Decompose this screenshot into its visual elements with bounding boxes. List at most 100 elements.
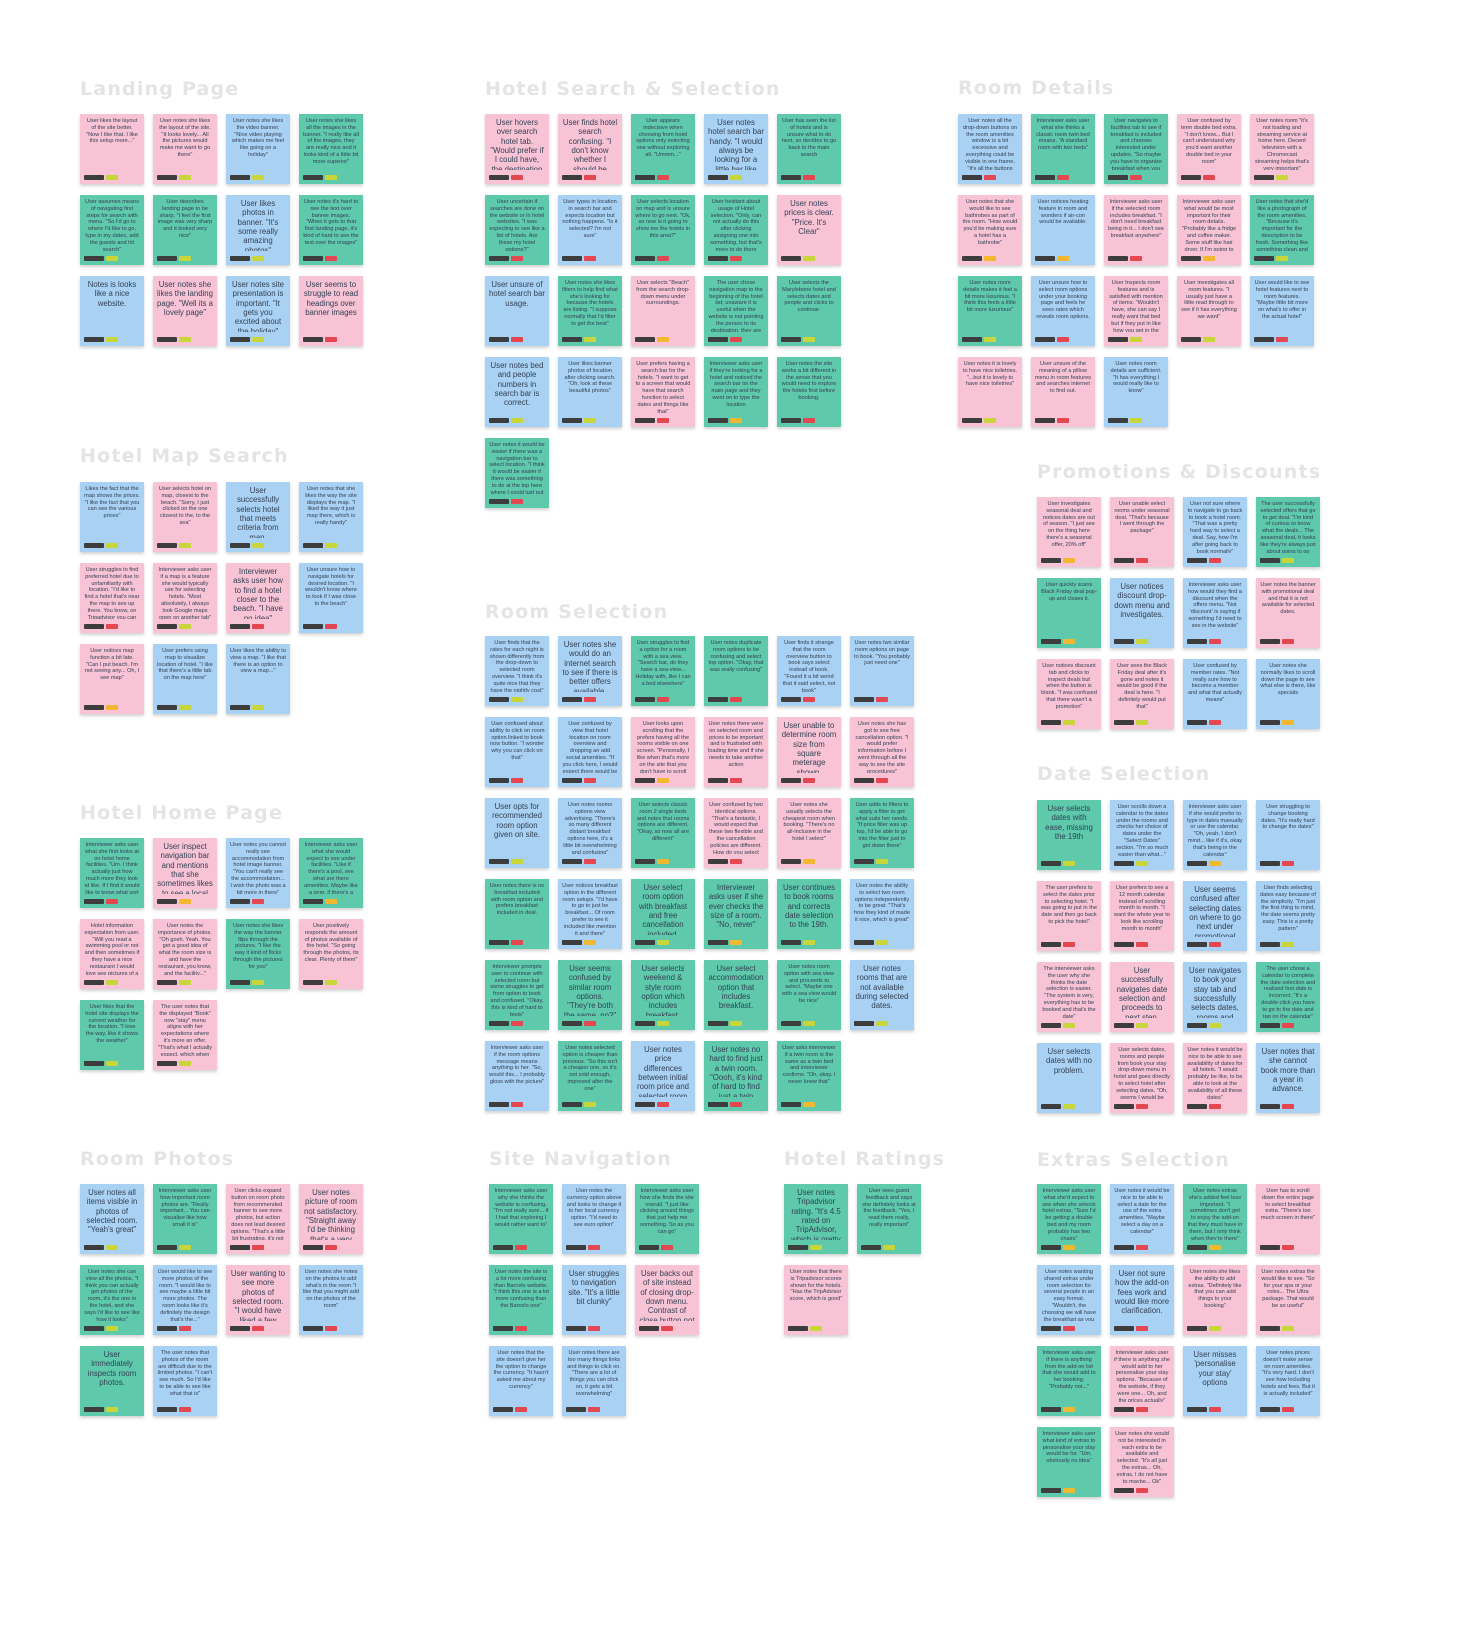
sticky-note[interactable]: The user chose a calendar to complete th… [1256, 962, 1320, 1032]
sticky-note[interactable]: User select room option with breakfast a… [631, 879, 695, 949]
sticky-note[interactable]: User selects dates with ease, missing th… [1037, 800, 1101, 870]
sticky-note[interactable]: User selects location on map and is unsu… [631, 195, 695, 265]
sticky-note[interactable]: User scrolls down a calendar to the date… [1110, 800, 1174, 870]
sticky-note[interactable]: User confused about ability to click on … [485, 717, 549, 787]
sticky-note[interactable]: User notes extras the would like to see.… [1256, 1265, 1320, 1335]
sticky-note[interactable]: User seems to struggle to read headings … [299, 276, 363, 346]
sticky-note[interactable]: User has seen the list of hotels and is … [777, 114, 841, 184]
sticky-note[interactable]: User uncertain if searches are done on t… [485, 195, 549, 265]
sticky-note[interactable]: Interviewer asks user what she first loo… [80, 838, 144, 908]
sticky-note[interactable]: User inspect navigation bar and mentions… [153, 838, 217, 908]
sticky-note[interactable]: User sees the Black Friday deal after it… [1110, 659, 1174, 729]
sticky-note[interactable]: Interviewer asks user if there is anythi… [1110, 1346, 1174, 1416]
sticky-note[interactable]: The user notes that the displayed "Book"… [153, 1000, 217, 1070]
sticky-note[interactable]: User finds that the rates for each night… [485, 636, 549, 706]
sticky-note[interactable]: User notes site presentation is importan… [226, 276, 290, 346]
sticky-note[interactable]: User notes that she'd like a photograph … [1250, 195, 1314, 265]
sticky-note[interactable]: User notes the site is a lot more confus… [489, 1265, 553, 1335]
sticky-note[interactable]: User notes duplicate room options to be … [704, 636, 768, 706]
sticky-note[interactable]: The user notes that photos of the room a… [153, 1346, 217, 1416]
sticky-note[interactable]: User notes all the drop-down buttons on … [958, 114, 1022, 184]
sticky-note[interactable]: User immediately inspects room photos. [80, 1346, 144, 1416]
sticky-note[interactable]: User notes she would do an internet sear… [558, 636, 622, 706]
sticky-note[interactable]: User notes she likes the ability to add … [1183, 1265, 1247, 1335]
sticky-note[interactable]: User types in location in search bar and… [558, 195, 622, 265]
sticky-note[interactable]: User notes she likes the landing page. "… [153, 276, 217, 346]
sticky-note[interactable]: User notes it would be easier if there w… [485, 438, 549, 508]
sticky-note[interactable]: User notes it would be nice to be able t… [1110, 1184, 1174, 1254]
sticky-note[interactable]: User selects weekend & style room option… [631, 960, 695, 1030]
sticky-note[interactable]: User struggling to change booking dates.… [1256, 800, 1320, 870]
sticky-note[interactable]: User notes room details are sufficient. … [1104, 357, 1168, 427]
sticky-note[interactable]: User notes the importance of photos. "Oh… [153, 919, 217, 989]
sticky-note[interactable]: Interviewer asks user what she would exp… [299, 838, 363, 908]
sticky-note[interactable]: User likes the layout of the site better… [80, 114, 144, 184]
sticky-note[interactable]: User notes rooms options view advertisin… [558, 798, 622, 868]
sticky-note[interactable]: User finds hotel search confusing. "I do… [558, 114, 622, 184]
sticky-note[interactable]: User notes room "it's not loading and st… [1250, 114, 1314, 184]
sticky-note[interactable]: User struggles to find a option for a ro… [631, 636, 695, 706]
sticky-note[interactable]: User struggles to find preferred hotel d… [80, 563, 144, 633]
sticky-note[interactable]: User navigates to book your stay tab and… [1183, 962, 1247, 1032]
sticky-note[interactable]: User notes that she likes the way the si… [299, 482, 363, 552]
sticky-note[interactable]: User clicks expand button on room photo … [226, 1184, 290, 1254]
sticky-note[interactable]: User notes there is no breakfast include… [485, 879, 549, 949]
sticky-note[interactable]: User notes she usually selects the cheap… [777, 798, 841, 868]
sticky-note[interactable]: Interviewer asks user what kind of extra… [1037, 1427, 1101, 1497]
sticky-note[interactable]: User finds it strange that the room over… [777, 636, 841, 706]
sticky-note[interactable]: User unsure of the meaning of a pillow m… [1031, 357, 1095, 427]
sticky-note[interactable]: User notes two similar room options on p… [850, 636, 914, 706]
sticky-note[interactable]: Interviewer asks user if the room option… [485, 1041, 549, 1111]
sticky-note[interactable]: User investigates all room features. "I … [1177, 276, 1241, 346]
sticky-note[interactable]: User unable select rooms under seasonal … [1110, 497, 1174, 567]
sticky-note[interactable]: User confused by view that hotel locatio… [558, 717, 622, 787]
sticky-note[interactable]: User successfully navigates date selecti… [1110, 962, 1174, 1032]
sticky-note[interactable]: User likes photos in banner. "It's some … [226, 195, 290, 265]
sticky-note[interactable]: Interviewer asks user how to find a hote… [226, 563, 290, 633]
sticky-note[interactable]: User notes she normally likes to scroll … [1256, 659, 1320, 729]
sticky-note[interactable]: User notices discount drop-down menu and… [1110, 578, 1174, 648]
sticky-note[interactable]: User likes the ability to view a map. "I… [226, 644, 290, 714]
sticky-note[interactable]: User opts for recommended room option gi… [485, 798, 549, 868]
sticky-note[interactable]: User appears indecisive when choosing fr… [631, 114, 695, 184]
sticky-note[interactable]: User notes hotel search bar handy. "I wo… [704, 114, 768, 184]
sticky-note[interactable]: User unsure of hotel search bar usage. [485, 276, 549, 346]
sticky-note[interactable]: Interviewer asks user what she'd expect … [1037, 1184, 1101, 1254]
sticky-note[interactable]: User notes prices is clear. "Price. It's… [777, 195, 841, 265]
sticky-note[interactable]: User select accommodation option that in… [704, 960, 768, 1030]
sticky-note[interactable]: User notes wanting shared extras under r… [1037, 1265, 1101, 1335]
sticky-note[interactable]: User backs out of site instead of closin… [635, 1265, 699, 1335]
sticky-note[interactable]: User would like to see hotel features ne… [1250, 276, 1314, 346]
sticky-note[interactable]: User notes she can view all the photos. … [80, 1265, 144, 1335]
sticky-note[interactable]: User sees guest feedback and says she de… [857, 1184, 921, 1254]
sticky-note[interactable]: User quickly scans Black Friday deal pop… [1037, 578, 1101, 648]
sticky-note[interactable]: The interviewer asks the user why she th… [1037, 962, 1101, 1032]
sticky-note[interactable]: User investigates seasonal deal and noti… [1037, 497, 1101, 567]
sticky-note[interactable]: User describes landing page to be sharp.… [153, 195, 217, 265]
sticky-note[interactable]: User notes she would not be interested i… [1110, 1427, 1174, 1497]
sticky-note[interactable]: User seems confused by similar room opti… [558, 960, 622, 1030]
sticky-note[interactable]: User notes she notes on the photos to ad… [299, 1265, 363, 1335]
sticky-note[interactable]: User confused by member rates. "Not real… [1183, 659, 1247, 729]
sticky-note[interactable]: User asks interviewer if a twin room is … [777, 1041, 841, 1111]
sticky-note[interactable]: User notes bed and people numbers in sea… [485, 357, 549, 427]
sticky-note[interactable]: User notes it's hard to see the text ove… [299, 195, 363, 265]
sticky-note[interactable]: Interviewer asks user if there is anythi… [1037, 1346, 1101, 1416]
sticky-note[interactable]: The user chose navigation map to the beg… [704, 276, 768, 346]
sticky-note[interactable]: User unable to determine room size from … [777, 717, 841, 787]
sticky-note[interactable]: User notes rooms that are not available … [850, 960, 914, 1030]
sticky-note[interactable]: User notes you cannot really see accommo… [226, 838, 290, 908]
sticky-note[interactable]: Interviewer asks user what would be most… [1177, 195, 1241, 265]
sticky-note[interactable]: User selects the Marylebone hotel and se… [777, 276, 841, 346]
sticky-note[interactable]: User selects classic room 2 single beds … [631, 798, 695, 868]
sticky-note[interactable]: Interviewer asks user why she thinks the… [489, 1184, 553, 1254]
sticky-note[interactable]: User notes it is lovely to have nice toi… [958, 357, 1022, 427]
sticky-note[interactable]: User hovers over search hotel tab. "Woul… [485, 114, 549, 184]
sticky-note[interactable]: User unsure how to navigate hotels for d… [299, 563, 363, 633]
sticky-note[interactable]: User continues to book rooms and correct… [777, 879, 841, 949]
sticky-note[interactable]: User Inspects room features and is satis… [1104, 276, 1168, 346]
sticky-note[interactable]: User notes the ability to select two roo… [850, 879, 914, 949]
sticky-note[interactable]: Interviewer asks user if she would prefe… [1183, 800, 1247, 870]
sticky-note[interactable]: Likes the fact that the map shows the pr… [80, 482, 144, 552]
sticky-note[interactable]: User finds selecting dates easy because … [1256, 881, 1320, 951]
